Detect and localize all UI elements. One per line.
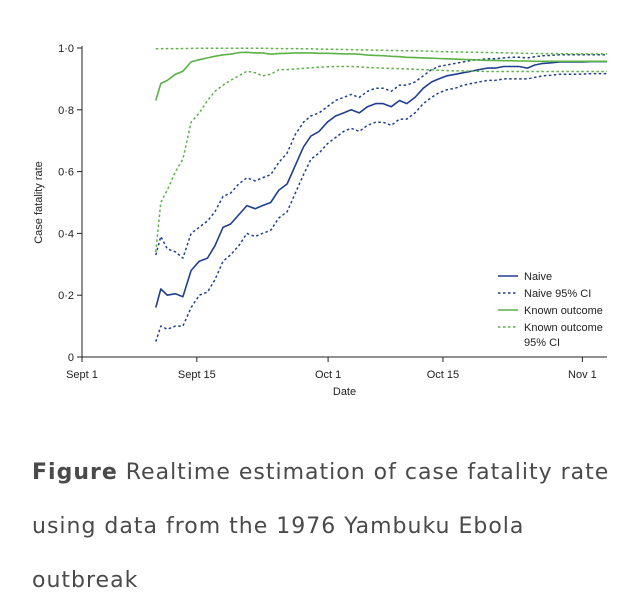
figure-label: Figure: [32, 460, 118, 485]
y-axis-title: Case fatality rate: [33, 161, 45, 244]
legend-label-line2: 95% CI: [524, 337, 560, 349]
case-fatality-chart: 0 0·2 0·4 0·6 0·8 1·0 Sept 1 Sept 15 Oct 1 Oct 15…: [33, 43, 607, 398]
chart-axes: 0 0·2 0·4 0·6 0·8 1·0 Sept 1 Sept 15 Oct 1 Oct 15…: [58, 43, 607, 381]
y-tick-label: 0: [68, 352, 74, 364]
legend-label: Known outcome: [524, 305, 603, 317]
y-tick-label: 0·6: [58, 167, 74, 179]
chart-legend: Naive Naive 95% CI Known outcome Known outc…: [498, 271, 603, 349]
legend-label: Naive: [524, 271, 552, 283]
series-line-0: [155, 60, 607, 308]
figure-caption-text: Realtime estimation of case fatality rat…: [32, 460, 610, 593]
series-line-4: [155, 47, 607, 55]
x-tick-label: Sept 15: [178, 369, 216, 381]
series-line-2: [155, 72, 607, 342]
y-tick-label: 0·4: [58, 228, 74, 240]
series-line-5: [155, 65, 607, 252]
x-tick-label: Sept 1: [66, 369, 98, 381]
series-line-1: [155, 54, 607, 259]
series-line-3: [155, 51, 607, 101]
legend-label: Naive 95% CI: [524, 288, 591, 300]
x-tick-label: Oct 15: [427, 369, 459, 381]
y-tick-label: 0·8: [58, 105, 74, 117]
legend-label: Known outcome: [524, 322, 603, 334]
x-axis-title: Date: [333, 386, 356, 398]
series-layer: [155, 47, 607, 342]
y-tick-label: 0·2: [58, 290, 74, 302]
figure-caption: Figure Realtime estimation of case fatali…: [32, 446, 622, 608]
x-tick-label: Nov 1: [568, 369, 597, 381]
x-tick-label: Oct 1: [315, 369, 341, 381]
y-tick-label: 1·0: [58, 43, 74, 55]
